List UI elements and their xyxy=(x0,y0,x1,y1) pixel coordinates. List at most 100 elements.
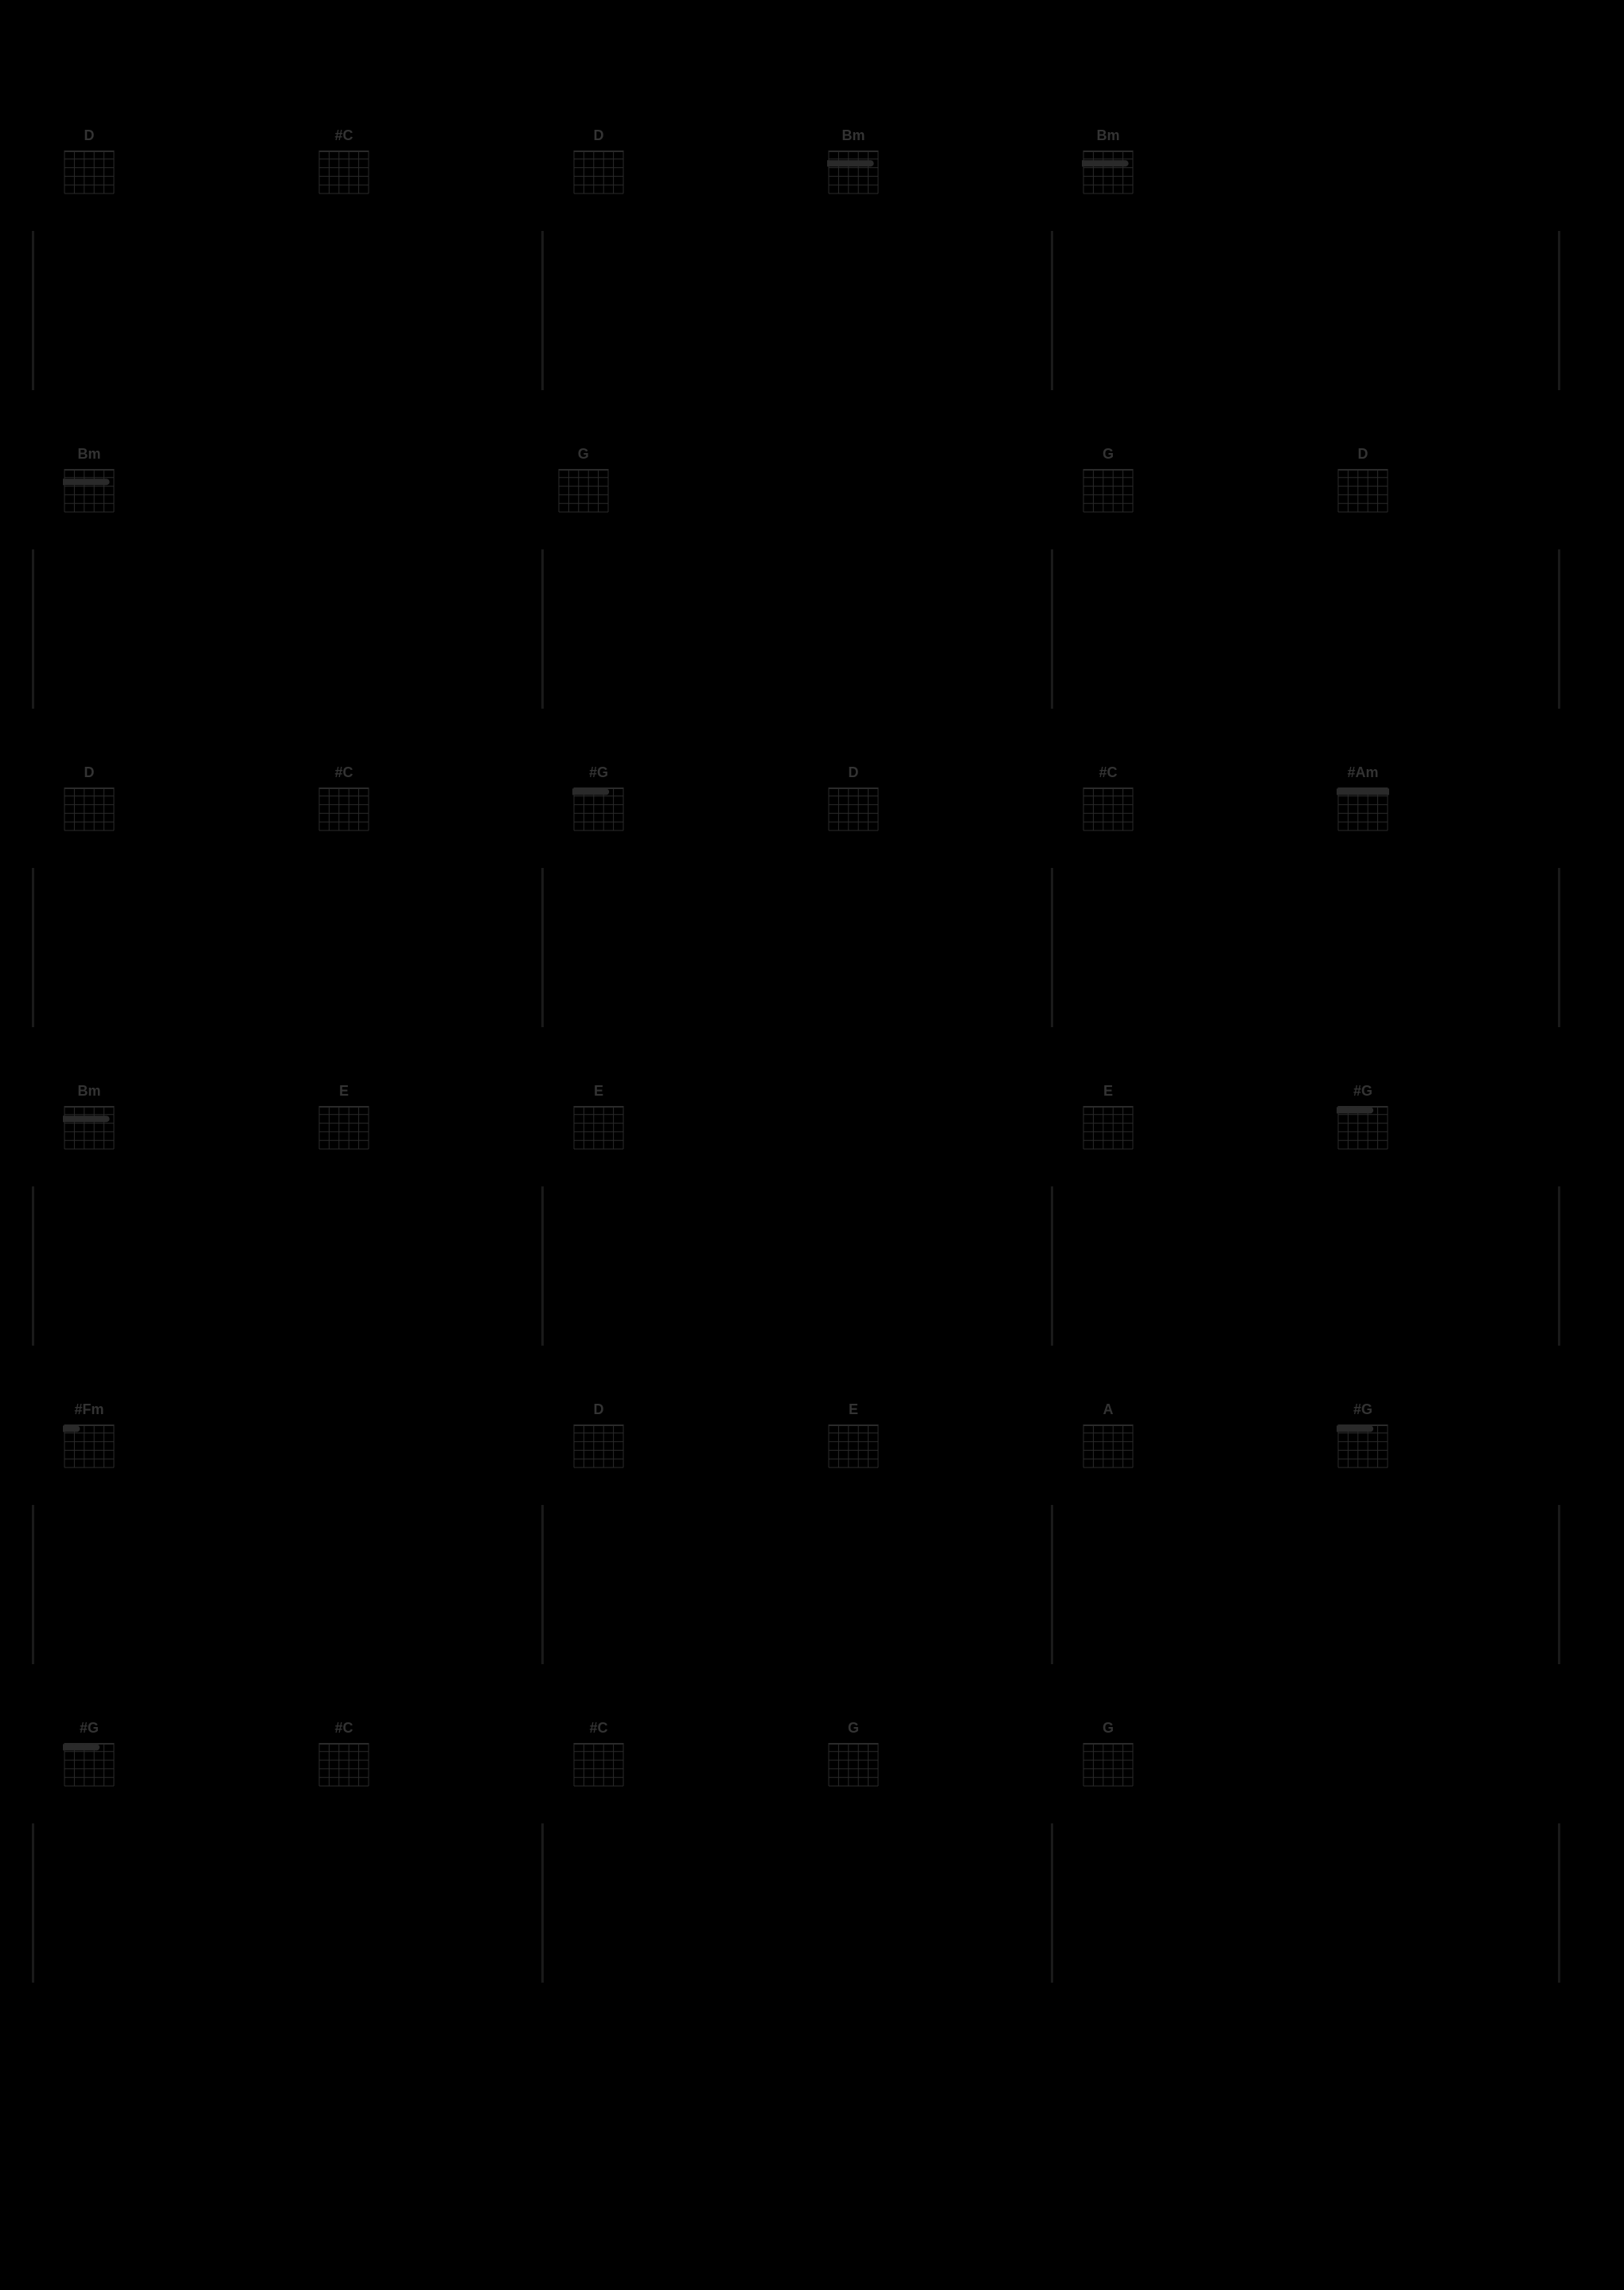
chord-diagram: #Fm xyxy=(57,1401,121,1469)
measure xyxy=(32,1505,541,1664)
chord-label: #C xyxy=(312,764,376,781)
fretboard xyxy=(63,1421,115,1469)
barline xyxy=(1051,549,1053,709)
fretboard xyxy=(63,1740,115,1788)
chord-label: #G xyxy=(567,764,630,781)
fretboard xyxy=(1082,147,1134,195)
measure xyxy=(32,549,541,709)
chord-label: G xyxy=(1076,1720,1140,1737)
chord-row: D #C D Bm Bm xyxy=(32,127,1592,446)
barline xyxy=(1051,1505,1053,1664)
fretboard xyxy=(1337,784,1389,832)
chord-diagram: #Am xyxy=(1331,764,1395,832)
chord-diagram: D xyxy=(57,127,121,195)
chord-diagram: D xyxy=(822,764,885,832)
fretboard xyxy=(63,466,115,514)
barline xyxy=(541,231,544,390)
fretboard xyxy=(318,1103,370,1151)
chord-label: D xyxy=(567,127,630,144)
fretboard xyxy=(572,147,625,195)
barline xyxy=(541,868,544,1027)
chord-label: #G xyxy=(1331,1401,1395,1418)
measure-group xyxy=(32,868,1560,1027)
fretboard xyxy=(827,1421,880,1469)
chord-row: #FmDEA#G xyxy=(32,1401,1592,1720)
chord-label: E xyxy=(567,1083,630,1100)
fretboard xyxy=(572,1103,625,1151)
chord-label: E xyxy=(312,1083,376,1100)
chord-label: E xyxy=(1076,1083,1140,1100)
measure xyxy=(541,549,1051,709)
measure-group xyxy=(32,1505,1560,1664)
barline xyxy=(1051,231,1053,390)
chord-diagram: G xyxy=(1076,446,1140,514)
chord-label: Bm xyxy=(822,127,885,144)
fretboard xyxy=(827,1740,880,1788)
chord-diagram: D xyxy=(567,1401,630,1469)
fretboard xyxy=(318,784,370,832)
measure xyxy=(1051,549,1560,709)
chord-row: Bm E E E #G xyxy=(32,1083,1592,1401)
fretboard xyxy=(63,147,115,195)
measure xyxy=(1051,231,1560,390)
fretboard xyxy=(1082,1421,1134,1469)
chord-diagram: E xyxy=(822,1401,885,1469)
chord-label: E xyxy=(822,1401,885,1418)
chord-label: #C xyxy=(312,1720,376,1737)
measure xyxy=(1051,1186,1560,1346)
fretboard xyxy=(318,147,370,195)
fretboard xyxy=(1082,1103,1134,1151)
barline xyxy=(32,1186,34,1346)
barline xyxy=(1051,868,1053,1027)
chord-label: #G xyxy=(1331,1083,1395,1100)
barline-end xyxy=(1558,1186,1560,1346)
chord-label: D xyxy=(57,764,121,781)
chord-label: #C xyxy=(567,1720,630,1737)
fretboard xyxy=(1337,1421,1389,1469)
fretboard xyxy=(63,1103,115,1151)
fretboard xyxy=(1082,784,1134,832)
chord-row: #G #C #C G G xyxy=(32,1720,1592,2038)
chord-diagram: #C xyxy=(312,127,376,195)
chord-diagram: D xyxy=(567,127,630,195)
fretboard xyxy=(1337,466,1389,514)
chord-diagram: G xyxy=(822,1720,885,1788)
fretboard xyxy=(827,147,880,195)
chord-label: G xyxy=(822,1720,885,1737)
chord-label: G xyxy=(1076,446,1140,463)
chord-diagram: G xyxy=(1076,1720,1140,1788)
chord-diagram: Bm xyxy=(57,1083,121,1151)
chord-row: BmGGD xyxy=(32,446,1592,764)
chord-diagram: #C xyxy=(312,1720,376,1788)
chord-label: Bm xyxy=(57,1083,121,1100)
barline-end xyxy=(1558,868,1560,1027)
barline xyxy=(1051,1186,1053,1346)
barline xyxy=(32,1823,34,1983)
barline-end xyxy=(1558,549,1560,709)
chord-label: #Am xyxy=(1331,764,1395,781)
barline xyxy=(541,1505,544,1664)
fretboard xyxy=(1337,1103,1389,1151)
fretboard xyxy=(318,1740,370,1788)
chord-label: #G xyxy=(57,1720,121,1737)
chord-label: #Fm xyxy=(57,1401,121,1418)
fretboard xyxy=(827,784,880,832)
chord-diagram: #G xyxy=(1331,1083,1395,1151)
chord-label: Bm xyxy=(1076,127,1140,144)
barline xyxy=(32,868,34,1027)
chord-diagram: #G xyxy=(1331,1401,1395,1469)
chord-label: D xyxy=(822,764,885,781)
chord-diagram: #C xyxy=(312,764,376,832)
chord-label: G xyxy=(552,446,615,463)
fretboard xyxy=(572,1421,625,1469)
fretboard xyxy=(572,1740,625,1788)
measure xyxy=(1051,1505,1560,1664)
chord-diagram: Bm xyxy=(822,127,885,195)
chord-label: D xyxy=(1331,446,1395,463)
measure xyxy=(541,231,1051,390)
barline xyxy=(1051,1823,1053,1983)
chord-diagram: Bm xyxy=(1076,127,1140,195)
measure-group xyxy=(32,549,1560,709)
barline xyxy=(32,549,34,709)
chord-diagram: E xyxy=(567,1083,630,1151)
